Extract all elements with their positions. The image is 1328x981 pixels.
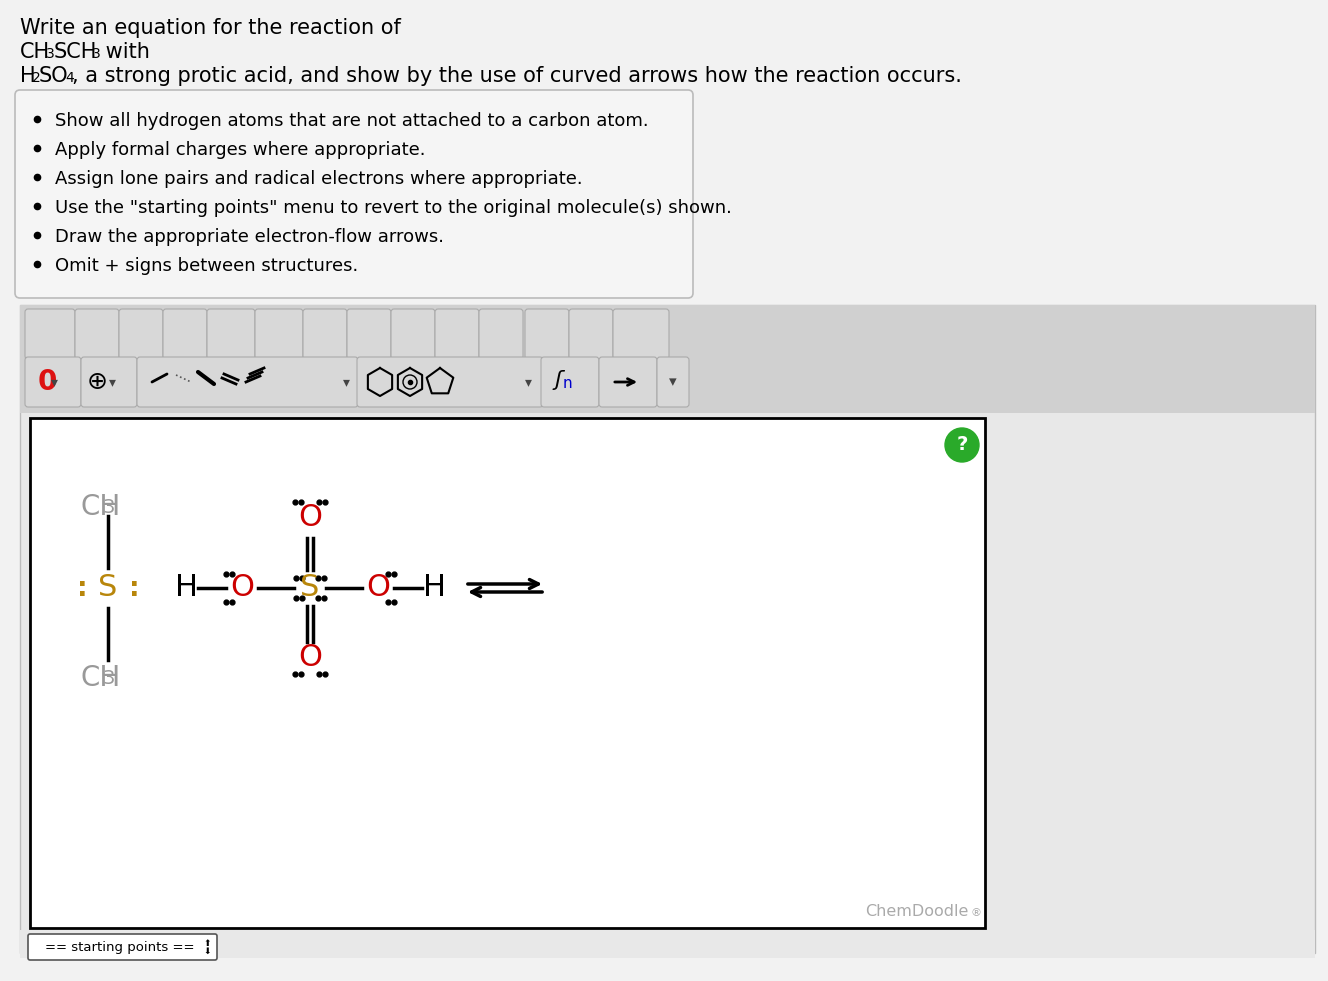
Text: H: H (422, 574, 445, 602)
Text: 3: 3 (92, 47, 101, 61)
Text: Write an equation for the reaction of: Write an equation for the reaction of (20, 18, 401, 38)
FancyBboxPatch shape (207, 309, 255, 359)
FancyBboxPatch shape (357, 357, 543, 407)
FancyBboxPatch shape (436, 309, 479, 359)
FancyBboxPatch shape (25, 357, 81, 407)
Text: O: O (297, 503, 321, 533)
Text: Draw the appropriate electron-flow arrows.: Draw the appropriate electron-flow arrow… (54, 228, 444, 246)
Text: with: with (100, 42, 150, 62)
Text: ▾: ▾ (669, 375, 677, 389)
Text: n: n (562, 377, 572, 391)
Text: ⊕: ⊕ (86, 370, 108, 394)
FancyBboxPatch shape (568, 309, 614, 359)
Text: Omit + signs between structures.: Omit + signs between structures. (54, 257, 359, 275)
FancyBboxPatch shape (540, 357, 599, 407)
Text: ®: ® (969, 908, 981, 918)
FancyBboxPatch shape (74, 309, 120, 359)
Text: O: O (367, 574, 390, 602)
Text: SO: SO (39, 66, 69, 86)
Text: Use the "starting points" menu to revert to the original molecule(s) shown.: Use the "starting points" menu to revert… (54, 199, 732, 217)
Text: 4: 4 (65, 71, 74, 85)
Text: == starting points ==: == starting points == (45, 941, 195, 954)
Text: Assign lone pairs and radical electrons where appropriate.: Assign lone pairs and radical electrons … (54, 170, 583, 188)
FancyBboxPatch shape (25, 309, 74, 359)
Text: H: H (20, 66, 36, 86)
Text: CH: CH (80, 493, 121, 521)
Text: ▾: ▾ (343, 375, 349, 389)
Text: 3: 3 (46, 47, 54, 61)
FancyBboxPatch shape (15, 90, 693, 298)
Text: , a strong protic acid, and show by the use of curved arrows how the reaction oc: , a strong protic acid, and show by the … (72, 66, 961, 86)
Text: ChemDoodle: ChemDoodle (865, 904, 968, 919)
Bar (20, 305, 1315, 413)
Text: 3: 3 (104, 669, 116, 688)
Text: Apply formal charges where appropriate.: Apply formal charges where appropriate. (54, 141, 425, 159)
Bar (20, 305, 1315, 953)
Text: CH: CH (20, 42, 50, 62)
Text: :: : (129, 576, 139, 602)
Text: 2: 2 (32, 71, 41, 85)
Text: ⬆
⬇: ⬆ ⬇ (203, 939, 211, 955)
FancyBboxPatch shape (303, 309, 347, 359)
FancyBboxPatch shape (657, 357, 689, 407)
Text: 3: 3 (104, 498, 116, 517)
FancyBboxPatch shape (255, 309, 303, 359)
FancyBboxPatch shape (479, 309, 523, 359)
Text: H: H (174, 574, 198, 602)
Bar (20, 930, 1315, 958)
Text: CH: CH (80, 664, 121, 692)
FancyBboxPatch shape (525, 309, 568, 359)
Text: 0: 0 (39, 368, 57, 396)
FancyBboxPatch shape (390, 309, 436, 359)
FancyBboxPatch shape (614, 309, 669, 359)
Text: :: : (77, 576, 88, 602)
Text: ▾: ▾ (525, 375, 531, 389)
FancyBboxPatch shape (599, 357, 657, 407)
Text: O: O (297, 644, 321, 673)
FancyBboxPatch shape (163, 309, 207, 359)
FancyBboxPatch shape (81, 357, 137, 407)
Text: S: S (98, 574, 118, 602)
Text: O: O (230, 574, 254, 602)
Text: Show all hydrogen atoms that are not attached to a carbon atom.: Show all hydrogen atoms that are not att… (54, 112, 648, 130)
FancyBboxPatch shape (120, 309, 163, 359)
FancyBboxPatch shape (28, 934, 216, 960)
Text: SCH: SCH (54, 42, 97, 62)
Bar (31, 418, 985, 928)
Text: ?: ? (956, 436, 968, 454)
Text: S: S (300, 574, 320, 602)
Text: ʃ: ʃ (554, 370, 562, 390)
FancyBboxPatch shape (137, 357, 359, 407)
Circle shape (946, 428, 979, 462)
FancyBboxPatch shape (347, 309, 390, 359)
Text: ▾: ▾ (109, 375, 116, 389)
Text: ▾: ▾ (50, 375, 57, 389)
